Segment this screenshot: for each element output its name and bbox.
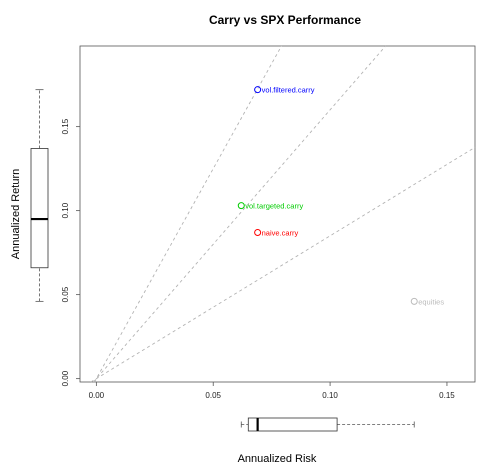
point-1 xyxy=(237,202,245,210)
chart-title: Carry vs SPX Performance xyxy=(209,13,361,27)
reference-line-1 xyxy=(93,45,386,383)
reference-line-0 xyxy=(94,45,282,383)
point-3 xyxy=(410,297,418,305)
point-2 xyxy=(254,228,262,236)
y-tick-label-0: 0.00 xyxy=(61,370,70,386)
reference-lines xyxy=(90,45,476,383)
reference-line-2 xyxy=(90,146,476,383)
point-0 xyxy=(254,86,262,94)
x-tick-label-2: 0.10 xyxy=(322,391,338,400)
point-label-1: vol.targeted.carry xyxy=(245,202,303,211)
point-label-3: equities xyxy=(418,297,444,306)
y-axis-label: Annualized Return xyxy=(10,169,22,260)
risk-box xyxy=(247,417,338,432)
point-label-0: vol.filtered.carry xyxy=(262,86,315,95)
risk-boxplot xyxy=(240,417,415,432)
x-tick-label-0: 0.00 xyxy=(89,391,105,400)
return-boxplot xyxy=(30,89,49,302)
plot-frame xyxy=(79,45,476,383)
y-tick-label-2: 0.10 xyxy=(61,202,70,218)
x-axis-label: Annualized Risk xyxy=(238,453,317,465)
x-tick-label-3: 0.15 xyxy=(439,391,455,400)
x-axis: 0.00 0.05 0.10 0.15 xyxy=(89,382,455,400)
data-points: vol.filtered.carry vol.targeted.carry naiv… xyxy=(237,86,444,306)
point-label-2: naive.carry xyxy=(262,228,299,237)
x-tick-label-1: 0.05 xyxy=(205,391,221,400)
return-box xyxy=(30,148,49,269)
y-axis: 0.00 0.05 0.10 0.15 xyxy=(61,118,80,386)
y-tick-label-1: 0.05 xyxy=(61,286,70,302)
y-tick-label-3: 0.15 xyxy=(61,118,70,134)
